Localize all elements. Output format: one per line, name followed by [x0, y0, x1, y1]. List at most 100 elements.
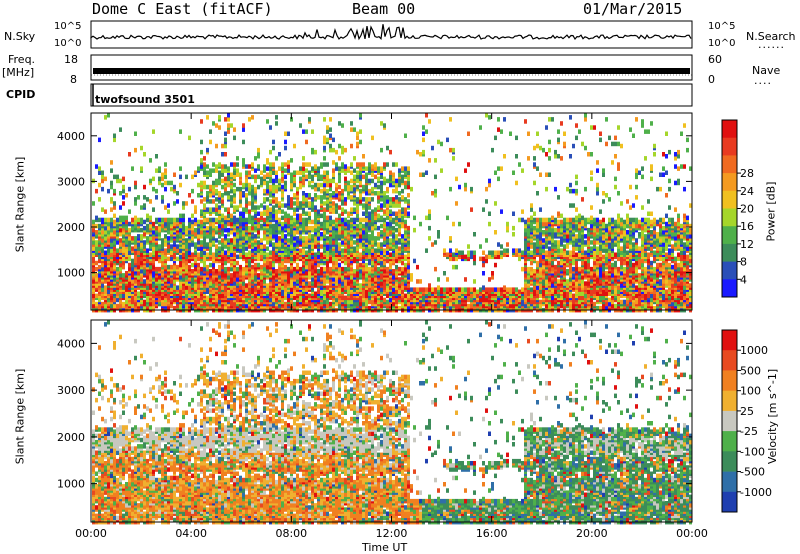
power-cell: [386, 199, 389, 204]
power-cell: [353, 240, 356, 245]
power-cell: [212, 240, 215, 245]
power-cell: [446, 252, 449, 257]
power-cell: [320, 195, 323, 200]
nave-dots: ....: [754, 74, 772, 87]
power-cell: [221, 213, 224, 219]
power-cell: [371, 234, 374, 239]
power-cell: [221, 184, 224, 190]
power-cell: [389, 182, 392, 188]
power-cell: [341, 266, 344, 272]
power-cell: [206, 115, 209, 120]
power-cell: [176, 217, 179, 223]
power-cell: [308, 211, 311, 216]
power-cell: [368, 291, 371, 296]
power-cell: [248, 209, 251, 214]
power-cell: [383, 285, 386, 290]
power-cell: [176, 303, 179, 309]
power-cell: [356, 174, 359, 180]
power-cell: [257, 273, 260, 278]
power-cell: [179, 166, 182, 171]
power-cell: [359, 252, 362, 257]
power-cell: [404, 266, 407, 272]
power-cell: [431, 242, 434, 247]
power-cell: [164, 264, 167, 270]
power-cell: [188, 135, 191, 141]
power-cell: [398, 217, 401, 223]
power-cell: [296, 262, 299, 268]
power-cell: [401, 260, 404, 266]
power-cell: [161, 238, 164, 243]
power-cell: [272, 178, 275, 184]
power-cell: [113, 133, 116, 138]
power-cell: [221, 164, 224, 169]
power-cell: [212, 221, 215, 227]
power-cell: [200, 149, 203, 155]
power-cell: [281, 193, 284, 198]
power-cell: [347, 244, 350, 249]
power-cell: [356, 203, 359, 208]
power-cell: [359, 170, 362, 175]
power-cell: [260, 176, 263, 182]
power-cell: [146, 258, 149, 264]
power-cell: [386, 195, 389, 200]
power-cell: [224, 219, 227, 225]
power-cell: [275, 174, 278, 180]
power-cell: [320, 174, 323, 180]
power-cell: [314, 186, 317, 192]
power-cell: [260, 170, 263, 175]
power-cell: [320, 182, 323, 188]
power-cell: [110, 303, 113, 309]
power-cell: [305, 217, 308, 223]
power-cell: [200, 219, 203, 225]
power-cell: [107, 188, 110, 194]
power-cell: [398, 266, 401, 272]
power-cell: [233, 182, 236, 188]
power-cell: [344, 248, 347, 253]
power-cell: [368, 211, 371, 216]
power-cell: [179, 262, 182, 268]
power-cell: [122, 273, 125, 278]
power-cell: [392, 172, 395, 177]
power-cell: [254, 225, 257, 231]
power-cell: [302, 191, 305, 196]
power-cell: [374, 215, 377, 221]
power-cell: [392, 225, 395, 231]
power-cell: [215, 269, 218, 274]
power-cell: [161, 223, 164, 229]
power-cell: [212, 217, 215, 223]
power-cell: [305, 174, 308, 180]
power-cell: [179, 248, 182, 253]
power-cell: [185, 297, 188, 303]
power-cell: [410, 277, 413, 282]
power-cell: [146, 223, 149, 229]
power-cell: [290, 279, 293, 284]
power-cell: [191, 174, 194, 180]
power-cell: [323, 299, 326, 305]
power-cell: [335, 217, 338, 223]
power-cell: [356, 178, 359, 184]
power-cell: [359, 113, 362, 118]
power-cell: [326, 188, 329, 194]
power-cell: [194, 242, 197, 247]
power-cell: [284, 275, 287, 280]
power-cell: [203, 217, 206, 223]
power-cell: [266, 172, 269, 177]
power-cell: [401, 215, 404, 221]
power-cell: [338, 143, 341, 149]
power-cell: [293, 221, 296, 227]
power-cell: [101, 266, 104, 272]
power-cell: [128, 242, 131, 247]
power-cell: [170, 244, 173, 249]
power-cell: [245, 236, 248, 241]
power-cell: [131, 262, 134, 268]
power-cell: [383, 203, 386, 208]
power-cell: [269, 162, 272, 167]
power-cell: [284, 162, 287, 167]
power-cell: [206, 287, 209, 292]
power-cell: [200, 230, 203, 235]
power-cell: [179, 295, 182, 301]
power-cell: [353, 258, 356, 264]
power-cell: [368, 166, 371, 171]
power-cell: [245, 182, 248, 188]
